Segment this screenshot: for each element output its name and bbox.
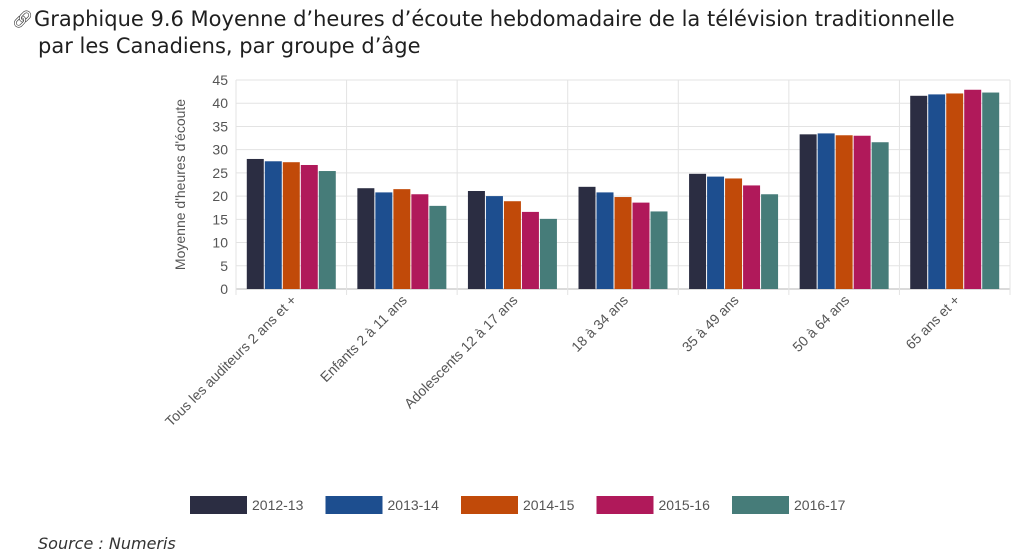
legend-item[interactable]: 2016-17 [732, 496, 846, 514]
bars-layer [246, 89, 1000, 290]
legend-item[interactable]: 2014-15 [461, 496, 575, 514]
bar[interactable] [393, 189, 411, 289]
y-tick-label: 0 [220, 281, 228, 297]
bar[interactable] [539, 218, 557, 289]
y-tick-label: 30 [212, 142, 228, 158]
bar[interactable] [725, 178, 743, 289]
legend: 2012-13 2013-14 2014-15 2015-16 2016-17 [190, 496, 846, 514]
bar[interactable] [264, 161, 282, 289]
y-tick-label: 25 [212, 165, 228, 181]
bar[interactable] [946, 93, 964, 289]
bar[interactable] [928, 94, 946, 289]
bar[interactable] [650, 211, 668, 289]
bar[interactable] [835, 135, 853, 289]
bar-chart: 0 5 10 15 20 25 30 35 40 45 Moyenne d'heures d'éco… [162, 72, 1011, 514]
bar[interactable] [799, 134, 817, 289]
y-axis-label: Moyenne d'heures d'écoute [172, 99, 188, 270]
legend-label: 2016-17 [794, 497, 846, 513]
title-text-2: par les Canadiens, par groupe d’âge [38, 34, 421, 58]
bar[interactable] [467, 191, 485, 289]
bar[interactable] [357, 188, 375, 289]
y-tick-label: 10 [212, 235, 228, 251]
x-tick-label: 50 à 64 ans [789, 292, 852, 355]
legend-swatch [732, 496, 789, 514]
bar[interactable] [318, 171, 336, 289]
bar[interactable] [596, 192, 614, 289]
bar[interactable] [761, 194, 779, 289]
x-tick-label: Enfants 2 à 11 ans [317, 292, 410, 385]
bar[interactable] [246, 158, 264, 289]
bar[interactable] [429, 205, 447, 289]
legend-swatch [325, 496, 383, 514]
bar[interactable] [743, 185, 761, 289]
bar[interactable] [578, 186, 596, 289]
y-tick-label: 35 [212, 118, 228, 134]
legend-label: 2013-14 [388, 497, 440, 513]
source-note: Source : Numeris [38, 534, 176, 553]
bar[interactable] [411, 194, 429, 289]
bar[interactable] [853, 135, 871, 289]
legend-label: 2012-13 [252, 497, 304, 513]
title-text-1: Graphique 9.6 Moyenne d’heures d’écoute … [34, 7, 955, 31]
legend-swatch [461, 496, 518, 514]
bar[interactable] [632, 202, 650, 289]
legend-item[interactable]: 2013-14 [325, 496, 440, 514]
legend-swatch [190, 496, 247, 514]
legend-swatch [596, 496, 654, 514]
bar[interactable] [910, 95, 928, 290]
bar[interactable] [375, 192, 393, 289]
x-tick-label: 35 à 49 ans [679, 292, 742, 355]
y-tick-label: 40 [212, 95, 228, 111]
bar[interactable] [282, 162, 300, 289]
y-tick-label: 45 [212, 72, 228, 88]
bar[interactable] [982, 92, 1000, 289]
legend-label: 2015-16 [659, 497, 711, 513]
y-tick-label: 15 [212, 211, 228, 227]
bar[interactable] [964, 89, 982, 290]
bar[interactable] [485, 196, 503, 289]
bar[interactable] [689, 173, 707, 289]
bar[interactable] [707, 176, 725, 289]
y-tick-label: 20 [212, 188, 228, 204]
bar[interactable] [817, 133, 835, 289]
x-tick-label: Tous les auditeurs 2 ans et + [162, 292, 300, 430]
legend-label: 2014-15 [523, 497, 575, 513]
x-tick-label: Adolescents 12 à 17 ans [401, 292, 521, 412]
chart-title: 🔗︎Graphique 9.6 Moyenne d’heures d’écout… [12, 6, 1017, 59]
x-tick-label: 18 à 34 ans [568, 292, 631, 355]
legend-item[interactable]: 2015-16 [596, 496, 711, 514]
x-tick-label: 65 ans et + [902, 292, 963, 353]
link-icon[interactable]: 🔗︎ [12, 10, 34, 30]
y-tick-label: 5 [220, 258, 228, 274]
bar[interactable] [614, 197, 632, 289]
bar[interactable] [300, 164, 318, 289]
legend-item[interactable]: 2012-13 [190, 496, 304, 514]
bar[interactable] [871, 142, 889, 289]
bar[interactable] [521, 211, 539, 289]
title-line-1: 🔗︎Graphique 9.6 Moyenne d’heures d’écout… [12, 6, 1017, 33]
bar[interactable] [503, 201, 521, 289]
